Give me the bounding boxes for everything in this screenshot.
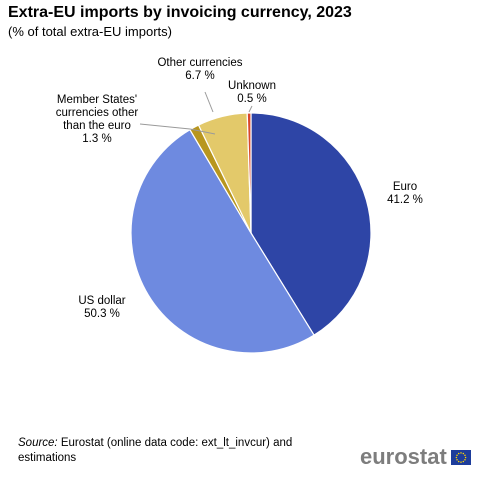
flag-star [456,458,458,461]
flag-star [455,456,457,458]
flag-star [462,460,464,462]
leader-line-other-currencies [204,91,214,113]
flag-star [464,453,466,456]
source-note: Source: Eurostat (online data code: ext_… [18,436,318,466]
pie-slice-us-dollar [130,128,315,354]
slice-label-us-dollar: US dollar 50.3 % [78,295,125,320]
flag-star [460,460,462,463]
pie-chart: Euro 41.2 % US dollar 50.3 % Member States' c… [56,57,423,354]
eurostat-logo: eurostat [360,444,471,470]
slice-label-euro: Euro 41.2 % [387,181,423,206]
leader-line-unknown [248,105,253,113]
pie-slice-unknown [246,112,252,234]
source-text: Eurostat (online data code: ext_lt_invcu… [18,437,293,464]
flag-star [462,452,464,454]
flag-star [456,453,458,456]
flag-star [457,460,460,462]
chart-subtitle: (% of total extra-EU imports) [8,24,172,39]
eu-flag-icon [450,449,471,465]
slice-label-other-currencies: Other currencies 6.7 % [157,57,242,82]
flag-star [464,456,467,458]
slice-label-unknown: Unknown 0.5 % [228,80,276,105]
leader-line-member-states-currencies-other-than-the-euro [139,123,216,135]
chart-title: Extra-EU imports by invoicing currency, … [8,4,352,21]
flag-star [460,451,462,454]
pie-slice-euro [250,112,372,336]
slice-label-member-states-currencies-other-than-the-euro: Member States' currencies other than the e… [56,94,139,145]
source-label: Source: [18,437,58,449]
flag-star [464,458,466,461]
logo-text: eurostat [360,444,447,469]
flag-star [457,452,460,454]
